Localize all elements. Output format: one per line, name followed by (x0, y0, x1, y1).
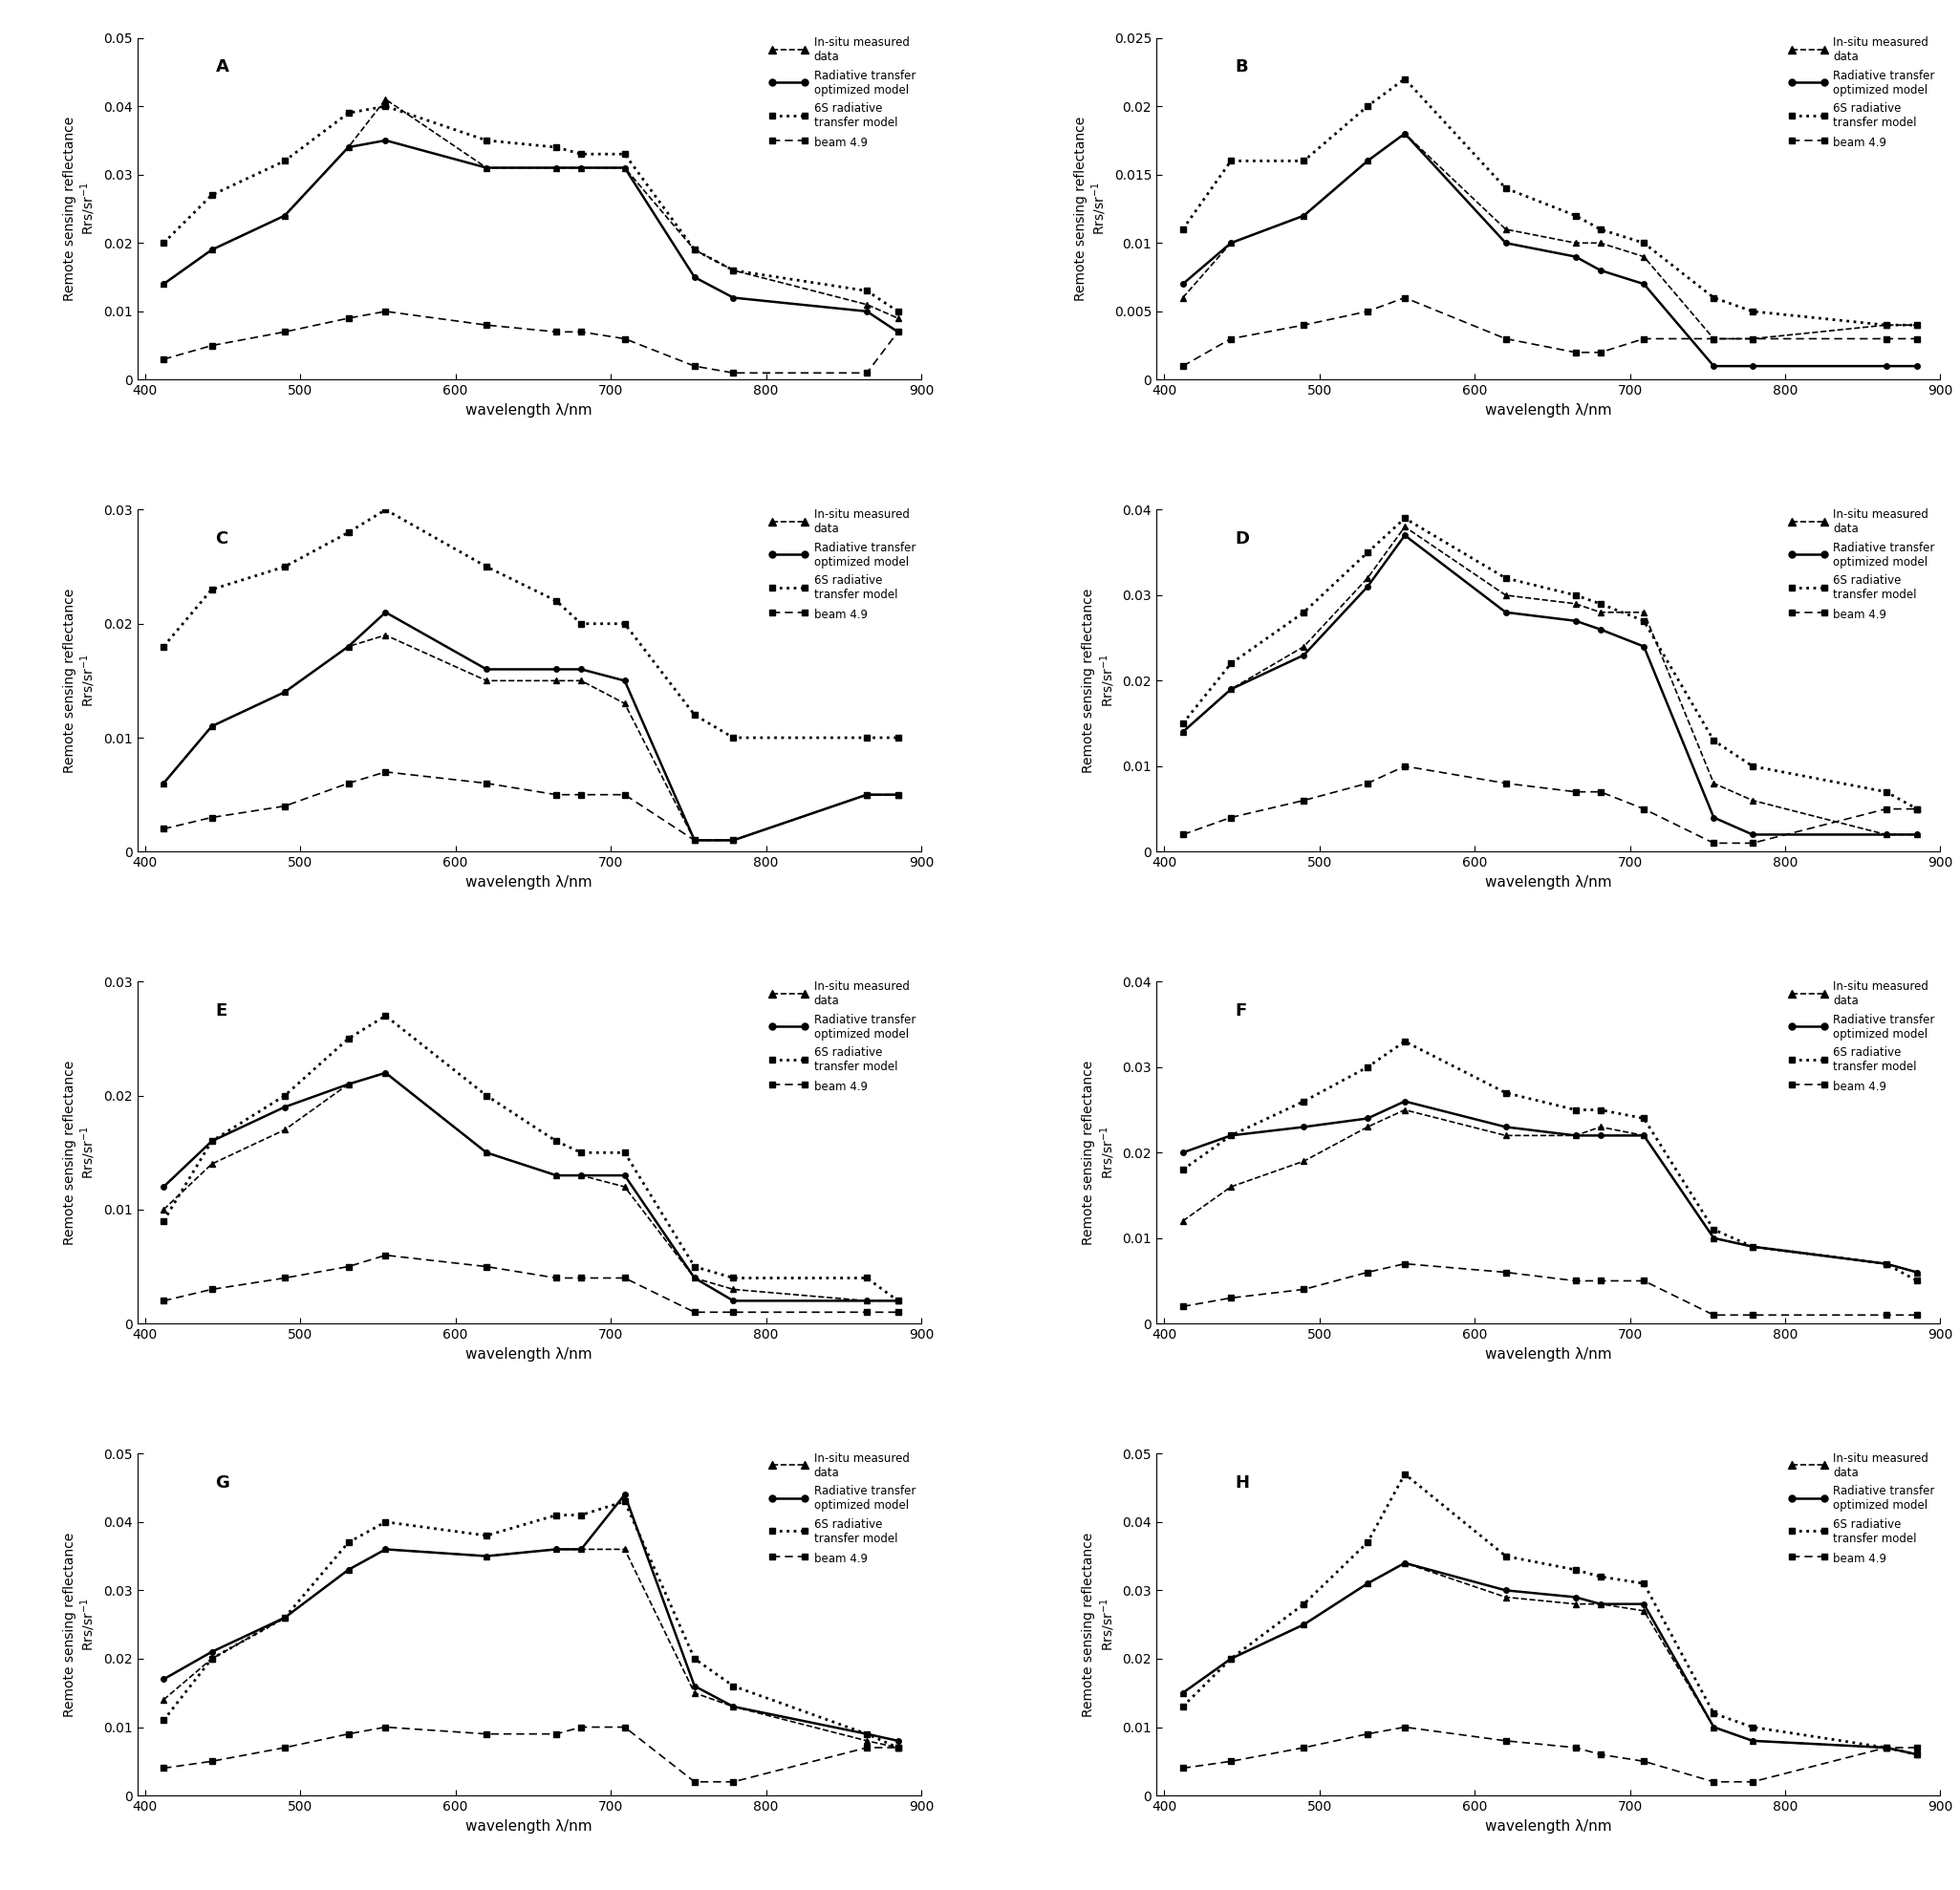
Text: B: B (1235, 59, 1249, 76)
Text: F: F (1235, 1002, 1247, 1019)
X-axis label: wavelength λ/nm: wavelength λ/nm (466, 1818, 592, 1833)
X-axis label: wavelength λ/nm: wavelength λ/nm (1486, 1818, 1611, 1833)
X-axis label: wavelength λ/nm: wavelength λ/nm (1486, 1348, 1611, 1361)
X-axis label: wavelength λ/nm: wavelength λ/nm (466, 403, 592, 418)
Legend: In-situ measured
data, Radiative transfer
optimized model, 6S radiative
transfer: In-situ measured data, Radiative transfe… (768, 36, 915, 149)
Text: E: E (216, 1002, 227, 1019)
Y-axis label: Remote sensing reflectance
Rrs/sr$^{-1}$: Remote sensing reflectance Rrs/sr$^{-1}$ (63, 117, 98, 301)
Text: D: D (1235, 531, 1249, 548)
Legend: In-situ measured
data, Radiative transfer
optimized model, 6S radiative
transfer: In-situ measured data, Radiative transfe… (768, 1452, 915, 1565)
Y-axis label: Remote sensing reflectance
Rrs/sr$^{-1}$: Remote sensing reflectance Rrs/sr$^{-1}$ (1074, 117, 1109, 301)
Legend: In-situ measured
data, Radiative transfer
optimized model, 6S radiative
transfer: In-situ measured data, Radiative transfe… (1788, 1452, 1935, 1565)
Y-axis label: Remote sensing reflectance
Rrs/sr$^{-1}$: Remote sensing reflectance Rrs/sr$^{-1}$ (1082, 1533, 1117, 1716)
Legend: In-situ measured
data, Radiative transfer
optimized model, 6S radiative
transfer: In-situ measured data, Radiative transfe… (1788, 981, 1935, 1092)
X-axis label: wavelength λ/nm: wavelength λ/nm (466, 875, 592, 890)
Y-axis label: Remote sensing reflectance
Rrs/sr$^{-1}$: Remote sensing reflectance Rrs/sr$^{-1}$ (63, 1060, 98, 1246)
Text: C: C (216, 531, 227, 548)
Legend: In-situ measured
data, Radiative transfer
optimized model, 6S radiative
transfer: In-situ measured data, Radiative transfe… (1788, 36, 1935, 149)
X-axis label: wavelength λ/nm: wavelength λ/nm (466, 1348, 592, 1361)
Text: G: G (216, 1474, 229, 1491)
Legend: In-situ measured
data, Radiative transfer
optimized model, 6S radiative
transfer: In-situ measured data, Radiative transfe… (768, 508, 915, 622)
Legend: In-situ measured
data, Radiative transfer
optimized model, 6S radiative
transfer: In-situ measured data, Radiative transfe… (768, 981, 915, 1092)
Text: A: A (216, 59, 229, 76)
X-axis label: wavelength λ/nm: wavelength λ/nm (1486, 875, 1611, 890)
Legend: In-situ measured
data, Radiative transfer
optimized model, 6S radiative
transfer: In-situ measured data, Radiative transfe… (1788, 508, 1935, 622)
Y-axis label: Remote sensing reflectance
Rrs/sr$^{-1}$: Remote sensing reflectance Rrs/sr$^{-1}$ (1082, 588, 1117, 773)
Y-axis label: Remote sensing reflectance
Rrs/sr$^{-1}$: Remote sensing reflectance Rrs/sr$^{-1}$ (1082, 1060, 1117, 1246)
Y-axis label: Remote sensing reflectance
Rrs/sr$^{-1}$: Remote sensing reflectance Rrs/sr$^{-1}$ (63, 588, 98, 773)
Y-axis label: Remote sensing reflectance
Rrs/sr$^{-1}$: Remote sensing reflectance Rrs/sr$^{-1}$ (63, 1533, 98, 1716)
X-axis label: wavelength λ/nm: wavelength λ/nm (1486, 403, 1611, 418)
Text: H: H (1235, 1474, 1249, 1491)
